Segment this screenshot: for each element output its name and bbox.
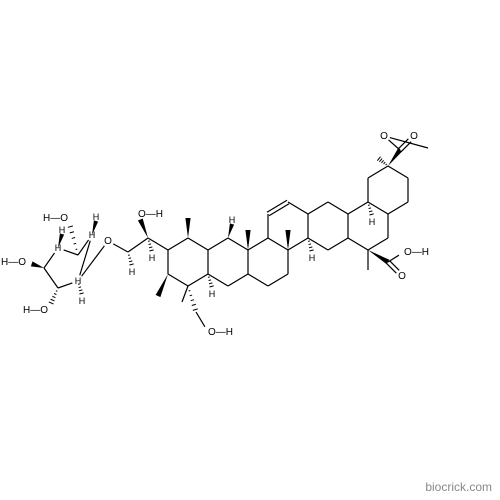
chemical-structure-diagram: HHHHHHHHHHHHOH—OH—OH—OO—HO—HOOOO—H [0,0,500,500]
watermark-text: biocrick.com [425,480,492,494]
svg-text:H: H [75,276,82,286]
svg-text:H—O: H—O [1,257,26,268]
svg-text:H: H [93,212,100,222]
svg-text:H: H [79,296,86,306]
svg-text:H: H [59,225,66,235]
svg-text:O: O [410,131,418,142]
svg-text:H—O: H—O [23,305,48,316]
svg-text:H: H [129,267,136,277]
svg-text:H—O: H—O [43,213,68,224]
svg-text:H: H [209,289,216,299]
svg-text:O—H: O—H [208,327,233,338]
svg-text:H: H [149,253,156,263]
svg-text:O: O [380,131,388,142]
svg-text:O: O [104,236,112,247]
svg-text:O: O [398,271,406,282]
svg-text:H: H [309,253,316,263]
svg-text:O—H: O—H [404,247,429,258]
svg-text:H: H [229,215,236,225]
svg-text:H: H [369,217,376,227]
svg-text:H: H [55,243,62,253]
svg-text:O—H: O—H [138,209,163,220]
svg-text:H: H [89,230,96,240]
